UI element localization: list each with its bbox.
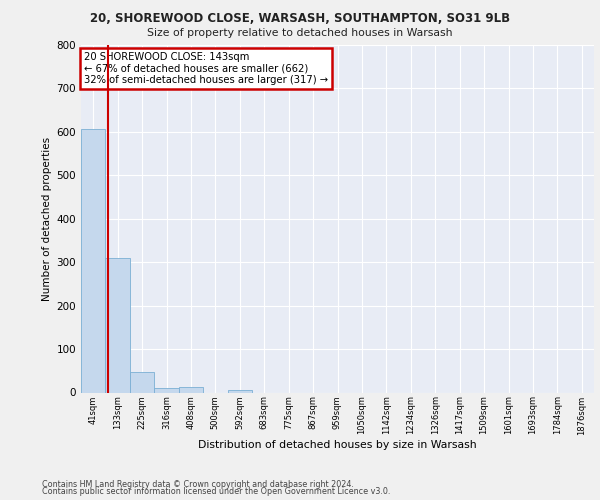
X-axis label: Distribution of detached houses by size in Warsash: Distribution of detached houses by size …: [198, 440, 477, 450]
Bar: [179, 387, 203, 392]
Bar: [81, 130, 106, 392]
Bar: [130, 372, 154, 392]
Text: Contains public sector information licensed under the Open Government Licence v3: Contains public sector information licen…: [42, 488, 391, 496]
Text: 20, SHOREWOOD CLOSE, WARSASH, SOUTHAMPTON, SO31 9LB: 20, SHOREWOOD CLOSE, WARSASH, SOUTHAMPTO…: [90, 12, 510, 26]
Text: 20 SHOREWOOD CLOSE: 143sqm
← 67% of detached houses are smaller (662)
32% of sem: 20 SHOREWOOD CLOSE: 143sqm ← 67% of deta…: [83, 52, 328, 85]
Text: Size of property relative to detached houses in Warsash: Size of property relative to detached ho…: [147, 28, 453, 38]
Text: Contains HM Land Registry data © Crown copyright and database right 2024.: Contains HM Land Registry data © Crown c…: [42, 480, 354, 489]
Bar: [154, 388, 179, 392]
Bar: [106, 258, 130, 392]
Bar: [227, 390, 252, 392]
Y-axis label: Number of detached properties: Number of detached properties: [43, 136, 52, 301]
